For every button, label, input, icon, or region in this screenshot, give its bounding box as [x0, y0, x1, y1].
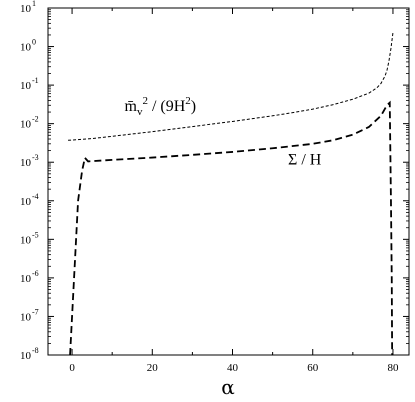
y-tick-exponent: -2	[32, 115, 39, 124]
y-tick-label: 10	[20, 273, 32, 285]
x-tick-label: 20	[147, 362, 159, 374]
annotation-mv: m̄v2 / (9H2)	[125, 95, 197, 118]
y-tick-label: 10	[20, 80, 32, 92]
y-tick-exponent: 0	[32, 38, 36, 47]
y-tick-label: 10	[20, 196, 32, 208]
y-tick-label: 10	[20, 3, 32, 15]
x-tick-label: 40	[227, 362, 239, 374]
annotation-sigma: Σ / H	[288, 151, 322, 168]
x-tick-label: 80	[387, 362, 399, 374]
series-line-1	[68, 32, 394, 141]
series-layer	[68, 32, 394, 356]
y-tick-label: 10	[20, 234, 32, 246]
x-tick-label: 60	[307, 362, 319, 374]
y-tick-exponent: -5	[32, 230, 39, 239]
x-tick-label: 0	[69, 362, 75, 374]
y-tick-exponent: -6	[32, 269, 39, 278]
y-tick-exponent: -4	[32, 192, 39, 201]
annotations: m̄v2 / (9H2) Σ / H	[125, 95, 322, 168]
y-tick-label: 10	[20, 119, 32, 131]
y-tick-label: 10	[20, 311, 32, 323]
y-tick-exponent: 1	[32, 0, 36, 8]
y-tick-exponent: -7	[32, 307, 39, 316]
y-tick-label: 10	[20, 350, 32, 362]
y-tick-exponent: -8	[32, 346, 39, 355]
x-axis-label: α	[221, 375, 235, 399]
plot-frame	[47, 7, 410, 356]
y-tick-label: 10	[20, 157, 32, 169]
series-line-2	[69, 100, 394, 356]
y-tick-label: 10	[20, 42, 32, 54]
y-tick-exponent: -3	[32, 153, 39, 162]
y-tick-exponent: -1	[32, 76, 39, 85]
